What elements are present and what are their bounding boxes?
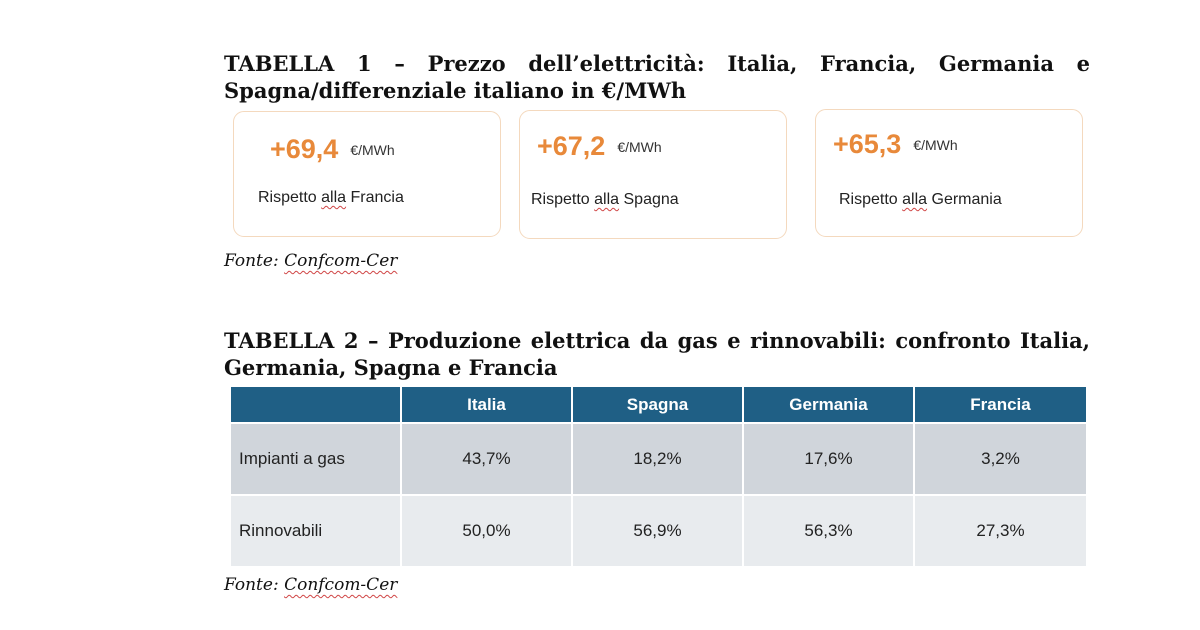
price-differential-value: +67,2: [537, 131, 606, 161]
card-label-mid: alla: [902, 191, 928, 208]
table-cell: 17,6%: [744, 424, 915, 496]
source-prefix: Fonte:: [224, 251, 285, 271]
price-card-germany: +65,3 €/MWh Rispetto alla Germania: [815, 109, 1083, 237]
column-header-italia: Italia: [402, 387, 573, 424]
price-card-spain: +67,2 €/MWh Rispetto alla Spagna: [519, 110, 787, 239]
card-label: Rispetto alla Francia: [258, 189, 404, 207]
production-table: Italia Spagna Germania Francia Impianti …: [231, 387, 1086, 566]
price-differential-value: +69,4: [270, 134, 339, 164]
table-cell: 56,9%: [573, 496, 744, 566]
price-unit: €/MWh: [913, 136, 958, 153]
table-cell: 56,3%: [744, 496, 915, 566]
card-label-suffix: Spagna: [619, 191, 679, 208]
card-label-suffix: Francia: [346, 189, 404, 206]
table-cell: 3,2%: [915, 424, 1086, 496]
card-label-prefix: Rispetto: [839, 191, 903, 208]
table-cell: 50,0%: [402, 496, 573, 566]
source-name: Confcom-Cer: [284, 575, 398, 595]
card-label-prefix: Rispetto: [531, 191, 595, 208]
price-differential-value: +65,3: [833, 129, 902, 159]
column-header-francia: Francia: [915, 387, 1086, 424]
source-prefix: Fonte:: [224, 575, 285, 595]
card-label-mid: alla: [321, 189, 347, 206]
card-value-row: +69,4 €/MWh: [270, 134, 395, 165]
price-unit: €/MWh: [617, 138, 662, 155]
table2-source: Fonte: Confcom-Cer: [224, 575, 397, 595]
card-value-row: +67,2 €/MWh: [537, 131, 662, 162]
table1-heading: TABELLA 1 – Prezzo dell’elettricità: Ita…: [224, 51, 1090, 103]
card-value-row: +65,3 €/MWh: [833, 129, 958, 160]
card-label-mid: alla: [594, 191, 620, 208]
column-header-empty: [231, 387, 402, 424]
price-unit: €/MWh: [350, 141, 395, 158]
table-cell: 18,2%: [573, 424, 744, 496]
card-label-suffix: Germania: [927, 191, 1002, 208]
card-label: Rispetto alla Spagna: [531, 191, 679, 209]
table-cell: 27,3%: [915, 496, 1086, 566]
table-row: Rinnovabili 50,0% 56,9% 56,3% 27,3%: [231, 496, 1086, 566]
row-label: Impianti a gas: [231, 424, 402, 496]
table1-source: Fonte: Confcom-Cer: [224, 251, 397, 271]
card-label-prefix: Rispetto: [258, 189, 322, 206]
table-row: Impianti a gas 43,7% 18,2% 17,6% 3,2%: [231, 424, 1086, 496]
table-cell: 43,7%: [402, 424, 573, 496]
price-card-france: +69,4 €/MWh Rispetto alla Francia: [233, 111, 501, 237]
source-name: Confcom-Cer: [284, 251, 398, 271]
table2-heading: TABELLA 2 – Produzione elettrica da gas …: [224, 328, 1090, 380]
row-label: Rinnovabili: [231, 496, 402, 566]
table-header-row: Italia Spagna Germania Francia: [231, 387, 1086, 424]
column-header-spagna: Spagna: [573, 387, 744, 424]
column-header-germania: Germania: [744, 387, 915, 424]
card-label: Rispetto alla Germania: [839, 191, 1002, 209]
